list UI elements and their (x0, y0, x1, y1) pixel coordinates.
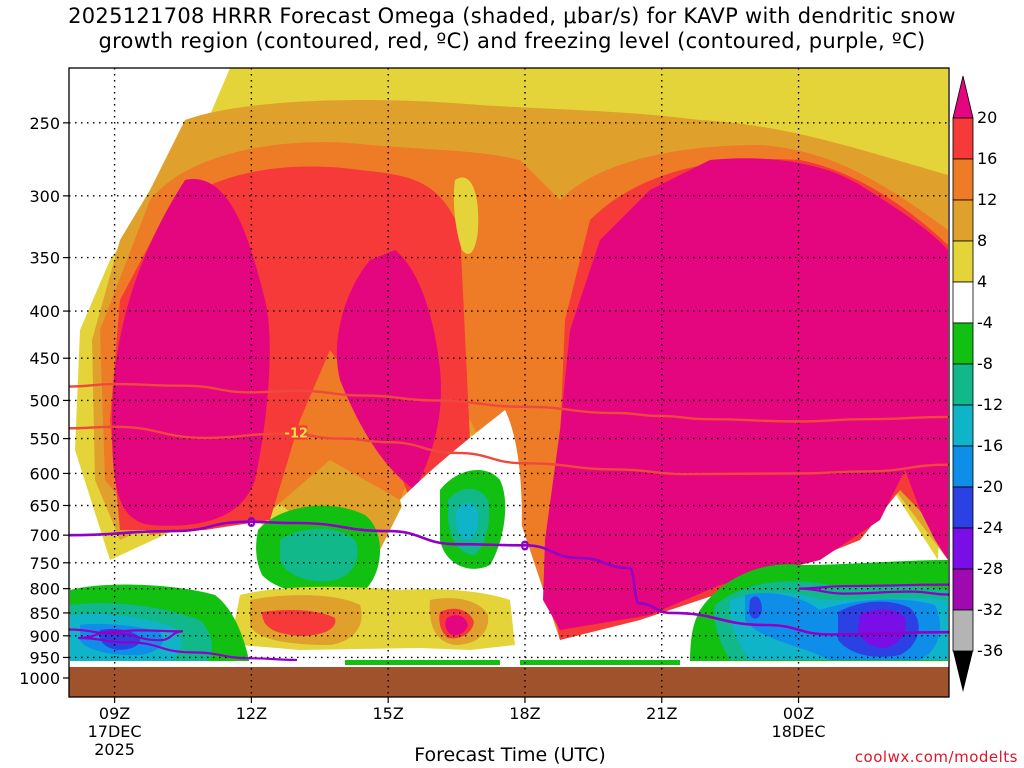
x-tick-sublabel: 2025 (94, 740, 135, 759)
title-line-2: growth region (contoured, red, ºC) and f… (98, 29, 926, 53)
x-tick-sublabel: 18DEC (772, 722, 826, 741)
freezing-level-lowlevel-east (798, 583, 949, 596)
freezing-level-label-1: 0 (520, 539, 529, 554)
x-tick-label-00Z: 00Z (783, 704, 814, 723)
chart-title: 2025121708 HRRR Forecast Omega (shaded, … (0, 4, 1024, 54)
y-tick-label-500: 500 (29, 391, 60, 410)
y-tick-label-900: 900 (29, 627, 60, 646)
credit-link[interactable]: coolwx.com/modelts (854, 748, 1018, 766)
omega-max-center (336, 250, 441, 490)
freezing-level-label-0: 0 (247, 516, 256, 531)
colorbar-label-7: -12 (977, 395, 1003, 414)
x-tick-label-09Z: 09Z (99, 704, 130, 723)
colorbar-label-1: 16 (977, 149, 997, 168)
plot-area: -12 00 (69, 68, 949, 697)
colorbar-band-2 (952, 199, 974, 242)
y-tick-label-300: 300 (29, 187, 60, 206)
x-axis-label: Forecast Time (UTC) (414, 744, 606, 766)
freezing-level-contour: 00 (69, 516, 949, 662)
colorbar-band-4 (952, 281, 974, 324)
omega-sliver-lower (345, 660, 680, 665)
y-tick-label-350: 350 (29, 249, 60, 268)
colorbar-over-arrow (952, 75, 974, 119)
dendritic-label-bg (285, 425, 308, 440)
colorbar-band-12 (952, 609, 974, 652)
y-axis: 250 300 350 400 450 500 550 600 650 700 750 800 850 9… (19, 114, 69, 688)
colorbar-label-3: 8 (977, 231, 987, 250)
x-tick-label-18Z: 18Z (509, 704, 540, 723)
y-tick-label-700: 700 (29, 526, 60, 545)
y-tick-label-750: 750 (29, 554, 60, 573)
y-tick-label-600: 600 (29, 464, 60, 483)
colorbar-label-4: 4 (977, 272, 987, 291)
freezing-level-lowlevel-west (69, 628, 298, 662)
dendritic-growth-isotherms: -12 (69, 382, 949, 476)
colorbar-band-9 (952, 486, 974, 529)
x-tick-label-12Z: 12Z (236, 704, 267, 723)
colorbar-label-2: 12 (977, 190, 997, 209)
y-tick-label-950: 950 (29, 648, 60, 667)
omega-lowlevel-max (445, 615, 468, 635)
colorbar-band-3 (952, 240, 974, 283)
y-tick-label-400: 400 (29, 302, 60, 321)
y-tick-label-550: 550 (29, 430, 60, 449)
colorbar-label-12: -32 (977, 600, 1003, 619)
plot-frame (68, 67, 950, 698)
colorbar-label-11: -28 (977, 559, 1003, 578)
colorbar-label-13: -36 (977, 641, 1003, 660)
colorbar-under-arrow (953, 651, 973, 692)
colorbar-band-6 (952, 363, 974, 406)
colorbar-band-10 (952, 527, 974, 570)
colorbar-band-5 (952, 322, 974, 365)
dendritic-isotherm-lower (69, 425, 949, 476)
y-tick-label-1000: 1000 (19, 669, 60, 688)
y-tick-label-650: 650 (29, 496, 60, 515)
colorbar-label-6: -8 (977, 354, 993, 373)
title-line-1: 2025121708 HRRR Forecast Omega (shaded, … (68, 4, 956, 28)
surface-gap (69, 661, 949, 667)
omega-max-west (112, 179, 270, 526)
colorbar-label-0: 20 (977, 108, 997, 127)
omega-region-neg12-upper (455, 503, 479, 540)
dendritic-label: -12 (285, 426, 309, 441)
y-tick-label-850: 850 (29, 604, 60, 623)
omega-region-neg8-mid (280, 528, 358, 582)
colorbar-label-10: -24 (977, 518, 1003, 537)
omega-max-east (543, 158, 948, 630)
x-tick-label-21Z: 21Z (646, 704, 677, 723)
freezing-level-line (69, 520, 949, 636)
surface-terrain (69, 667, 949, 697)
omega-region-4-tongue (453, 177, 479, 254)
omega-lowlevel-band-16 (262, 608, 474, 639)
colorbar-band-1 (952, 158, 974, 201)
y-tick-label-250: 250 (29, 114, 60, 133)
x-tick-sublabel: 17DEC (88, 722, 142, 741)
omega-region-neg24-se (858, 609, 906, 648)
y-tick-label-450: 450 (29, 349, 60, 368)
colorbar-label-8: -16 (977, 436, 1003, 455)
colorbar-band-11 (952, 568, 974, 611)
colorbar-label-9: -20 (977, 477, 1003, 496)
colorbar: 20 16 12 8 4 -4 -8 -12 -16 -20 -24 -28 -32 -36 (952, 75, 1003, 692)
colorbar-label-5: -4 (977, 313, 993, 332)
x-tick-label-15Z: 15Z (373, 704, 404, 723)
colorbar-band-8 (952, 445, 974, 488)
dendritic-isotherm-upper (69, 382, 949, 423)
colorbar-band-0 (952, 117, 974, 160)
y-tick-label-800: 800 (29, 580, 60, 599)
colorbar-band-7 (952, 404, 974, 447)
